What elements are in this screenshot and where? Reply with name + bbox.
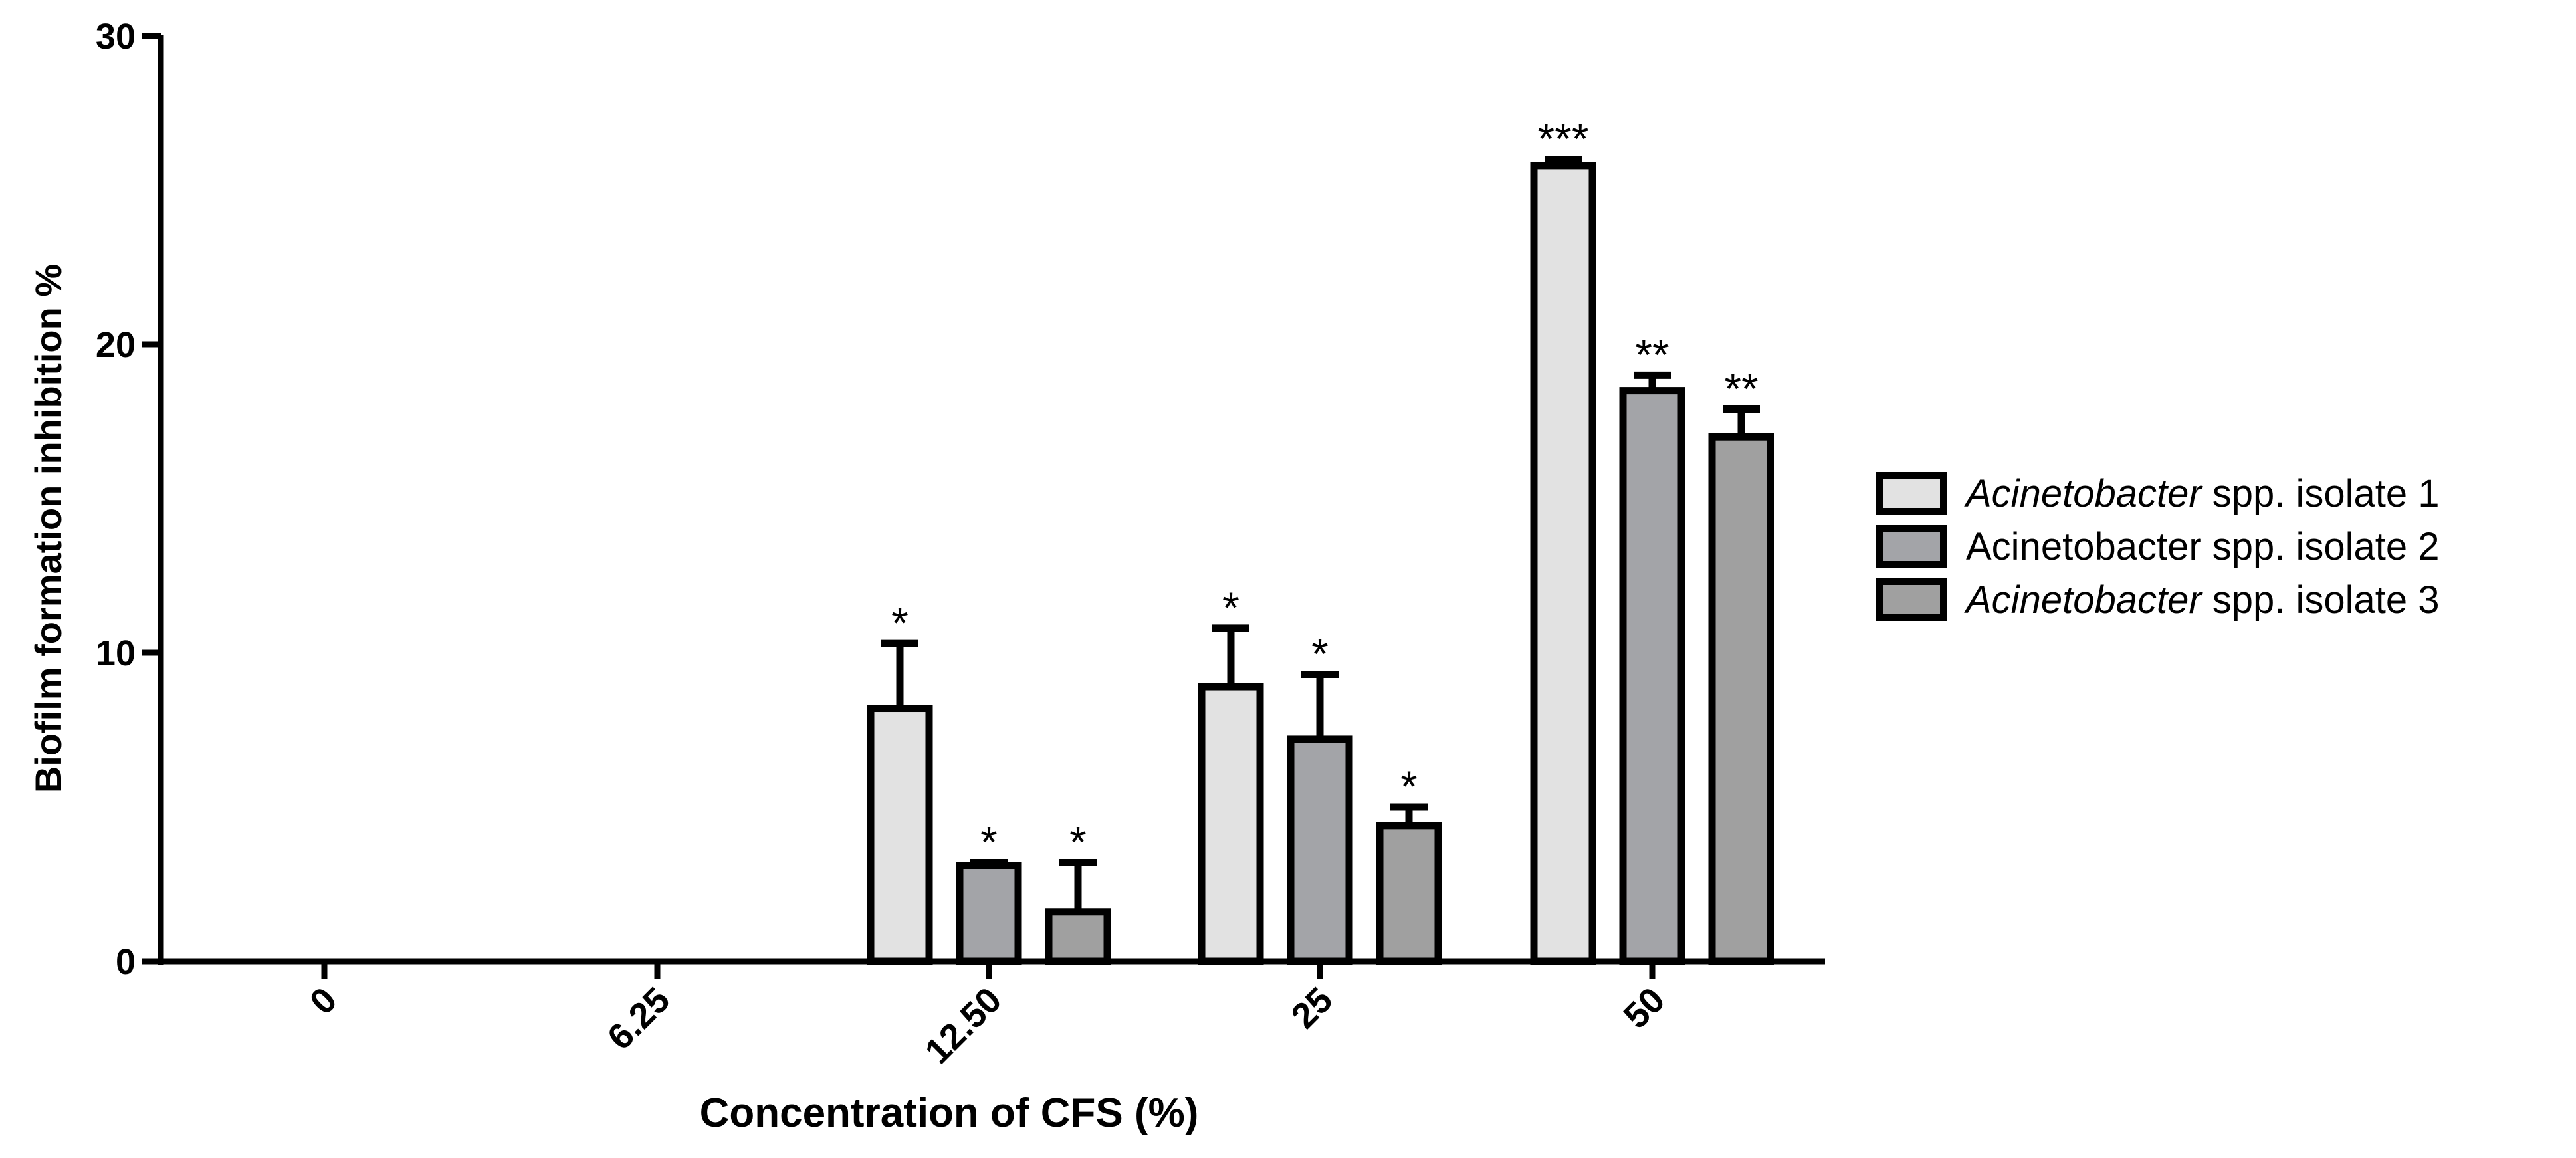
bar-2-25: [1287, 735, 1353, 965]
legend-label-text: spp. isolate 3: [2202, 578, 2440, 622]
significance-label: *: [891, 598, 909, 647]
x-tick-label: 0: [302, 980, 345, 1022]
legend: Acinetobacter spp. isolate 1Acinetobacte…: [1876, 472, 2440, 622]
x-axis-label: Concentration of CFS (%): [700, 1090, 1199, 1136]
legend-swatch-3: [1876, 578, 1947, 621]
legend-label-1: Acinetobacter spp. isolate 1: [1964, 472, 2440, 515]
y-tick-label: 0: [116, 942, 136, 982]
legend-swatch-2: [1876, 525, 1947, 568]
bar-3-12.50: [1045, 908, 1111, 965]
significance-label: *: [1311, 629, 1329, 678]
x-tick-label: 50: [1616, 980, 1673, 1036]
bar-2-12.50: [956, 862, 1022, 965]
bar-1-12.50: [867, 705, 933, 965]
significance-label: *: [1069, 818, 1087, 867]
y-tick-label: 20: [96, 325, 136, 365]
significance-label: *: [1400, 762, 1418, 811]
y-tick-label: 30: [96, 17, 136, 57]
legend-label-2: Acinetobacter spp. isolate 2: [1966, 525, 2440, 568]
bar-3-25: [1376, 822, 1442, 965]
legend-label-text: Acinetobacter spp. isolate 2: [1966, 525, 2440, 568]
significance-label: *: [1222, 583, 1239, 632]
bar-3-50: [1708, 433, 1774, 965]
bar-1-50: [1530, 162, 1596, 965]
legend-label-3: Acinetobacter spp. isolate 3: [1964, 578, 2440, 622]
bar-2-50: [1619, 387, 1685, 965]
legend-swatch-1: [1876, 472, 1947, 515]
x-tick-label: 6.25: [600, 980, 678, 1058]
significance-label: ***: [1537, 114, 1588, 164]
legend-label-italic: Acinetobacter: [1964, 578, 2203, 622]
significance-label: **: [1635, 330, 1669, 379]
plot-area: ** ***********: [867, 114, 1774, 965]
significance-label: *: [980, 818, 998, 867]
legend-label-text: spp. isolate 1: [2202, 472, 2440, 515]
y-axis-label: Biofilm formation inhibition %: [27, 264, 69, 793]
significance-label: **: [1724, 364, 1758, 413]
y-tick-label: 10: [96, 634, 136, 673]
legend-label-italic: Acinetobacter: [1964, 472, 2203, 515]
bar-1-25: [1198, 683, 1264, 965]
x-tick-label: 25: [1284, 980, 1341, 1036]
x-tick-label: 12.50: [918, 980, 1010, 1072]
